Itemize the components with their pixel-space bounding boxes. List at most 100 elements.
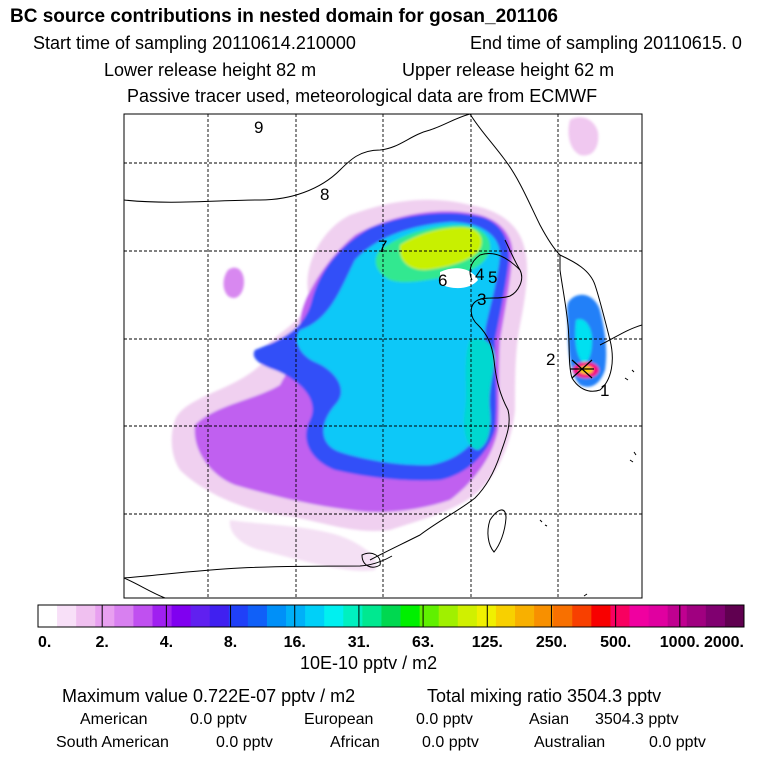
trajectory-markers: 1 2 3 4 5 6 7 8 9: [254, 118, 609, 400]
colorbar-swatch: [133, 605, 153, 627]
colorbar-swatch: [95, 605, 115, 627]
colorbar-swatch: [495, 605, 516, 627]
colorbar-swatch: [553, 605, 573, 627]
marker-4: 4: [475, 265, 484, 284]
colorbar-swatch: [419, 605, 440, 627]
colorbar-tick-label: 250.: [536, 634, 567, 651]
colorbar-swatch: [38, 605, 58, 627]
tracer-note: Passive tracer used, meteorological data…: [127, 86, 598, 106]
colorbar-swatch: [686, 605, 707, 627]
colorbar-tick-label: 4.: [160, 634, 173, 651]
vietnam-coast: [124, 577, 166, 598]
south-coast: [124, 555, 393, 579]
colorbar-swatch: [667, 605, 688, 627]
colorbar-swatch: [209, 605, 230, 627]
colorbar-swatch: [648, 605, 669, 627]
hainan-coast: [361, 552, 381, 568]
marker-2: 2: [546, 350, 555, 369]
plume-korea-north: [568, 117, 599, 156]
colorbar-tick-label: 2.: [96, 634, 109, 651]
plume-yellow: [399, 227, 482, 270]
colorbar-swatch: [572, 605, 592, 627]
colorbar-swatch: [57, 605, 77, 627]
colorbar-tick-label: 125.: [472, 634, 503, 651]
china-coast: [369, 239, 523, 561]
colorbar-ticks: 0. 2. 4. 8. 16. 31. 63. 125. 250. 500. 1000. 2000.: [38, 634, 744, 651]
marker-1: 1: [600, 381, 609, 400]
region-name-australian: Australian: [534, 734, 606, 751]
colorbar-tick-label: 63.: [412, 634, 434, 651]
receptor-star-icon: [570, 359, 594, 379]
taiwan-coast: [487, 509, 507, 553]
max-value-text: Maximum value 0.722E-07 pptv / m2: [62, 686, 356, 706]
colorbar-swatch: [76, 605, 96, 627]
colorbar-swatch: [591, 605, 611, 627]
colorbar-tick-label: 8.: [224, 634, 237, 651]
colorbar-swatch: [190, 605, 211, 627]
korea-coast: [559, 254, 613, 392]
region-value-american: 0.0 pptv: [190, 711, 247, 728]
colorbar-tick-label: 16.: [284, 634, 306, 651]
colorbar-swatch: [438, 605, 459, 627]
region-value-asian: 3504.3 pptv: [595, 711, 679, 728]
colorbar-swatch: [266, 605, 287, 627]
colorbar-swatch: [228, 605, 249, 627]
plume-west-blob: [223, 267, 244, 299]
plot-frame: [123, 113, 643, 599]
marker-3: 3: [477, 290, 486, 309]
grid-lines: [124, 114, 642, 598]
islands-small: [539, 369, 637, 597]
region-name-european: European: [304, 711, 374, 728]
chart-title: BC source contributions in nested domain…: [10, 6, 558, 27]
colorbar-swatch: [476, 605, 497, 627]
colorbar-tick-label: 2000.: [704, 634, 744, 651]
coastlines: [124, 114, 642, 598]
marker-7: 7: [378, 237, 387, 256]
region-value-african: 0.0 pptv: [422, 734, 479, 751]
colorbar-swatch: [343, 605, 363, 627]
japan-coast: [599, 324, 642, 346]
colorbar-swatch: [324, 605, 344, 627]
colorbar-swatch: [305, 605, 325, 627]
colorbar-swatch: [171, 605, 192, 627]
colorbar-tick-label: 1000.: [660, 634, 700, 651]
colorbar-tick-label: 500.: [600, 634, 631, 651]
region-name-american: American: [80, 711, 148, 728]
region-value-australian: 0.0 pptv: [649, 734, 706, 751]
colorbar: [37, 604, 745, 628]
bohai-coast: [469, 253, 521, 281]
plume-korea-core: [575, 319, 592, 363]
plume-halo-south: [229, 520, 377, 571]
lower-release-label: Lower release height 82 m: [104, 60, 317, 80]
plume-layer: [171, 117, 607, 571]
region-name-asian: Asian: [529, 711, 570, 728]
region-name-south-american: South American: [56, 734, 169, 751]
colorbar-swatch: [247, 605, 268, 627]
colorbar-swatch: [457, 605, 478, 627]
colorbar-swatch: [629, 605, 649, 627]
colorbar-swatch: [286, 605, 306, 627]
colorbar-swatch: [381, 605, 401, 627]
marker-9: 9: [254, 118, 263, 137]
colorbar-swatch: [362, 605, 382, 627]
colorbar-swatch: [114, 605, 134, 627]
colorbar-swatch: [152, 605, 172, 627]
colorbar-swatch: [515, 605, 535, 627]
end-time-label: End time of sampling 20110615. 0: [470, 33, 742, 53]
start-time-label: Start time of sampling 20110614.210000: [33, 33, 356, 53]
marker-6: 6: [438, 271, 447, 290]
bohai-gap: [440, 268, 478, 289]
marker-8: 8: [320, 185, 329, 204]
colorbar-swatch: [610, 605, 630, 627]
marker-5: 5: [488, 268, 497, 287]
upper-release-label: Upper release height 62 m: [402, 60, 615, 80]
china-korea-border: [469, 114, 561, 256]
colorbar-swatch: [534, 605, 554, 627]
colorbar-unit: 10E-10 pptv / m2: [300, 653, 438, 673]
region-value-south-american: 0.0 pptv: [216, 734, 273, 751]
total-mixing-text: Total mixing ratio 3504.3 pptv: [427, 686, 662, 706]
colorbar-tick-label: 31.: [348, 634, 370, 651]
region-name-african: African: [330, 734, 380, 751]
colorbar-tick-label: 0.: [38, 634, 51, 651]
